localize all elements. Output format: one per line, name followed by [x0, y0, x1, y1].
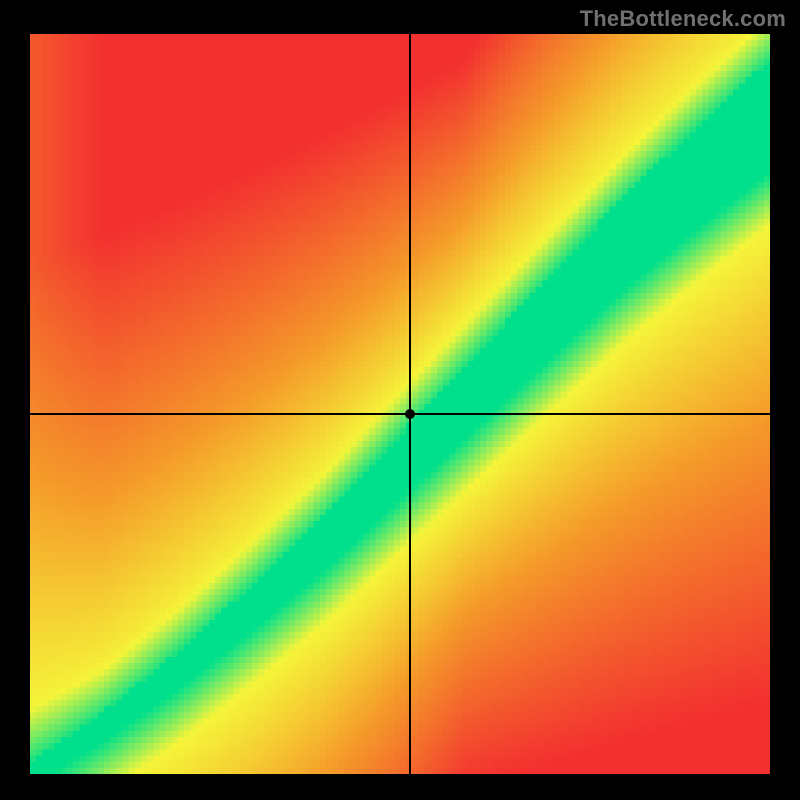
chart-container: TheBottleneck.com — [0, 0, 800, 800]
crosshair-vertical — [409, 34, 411, 774]
heatmap-canvas — [30, 34, 770, 774]
watermark-text: TheBottleneck.com — [580, 6, 786, 32]
crosshair-horizontal — [30, 413, 770, 415]
crosshair-marker — [405, 409, 415, 419]
heatmap-plot — [30, 34, 770, 774]
